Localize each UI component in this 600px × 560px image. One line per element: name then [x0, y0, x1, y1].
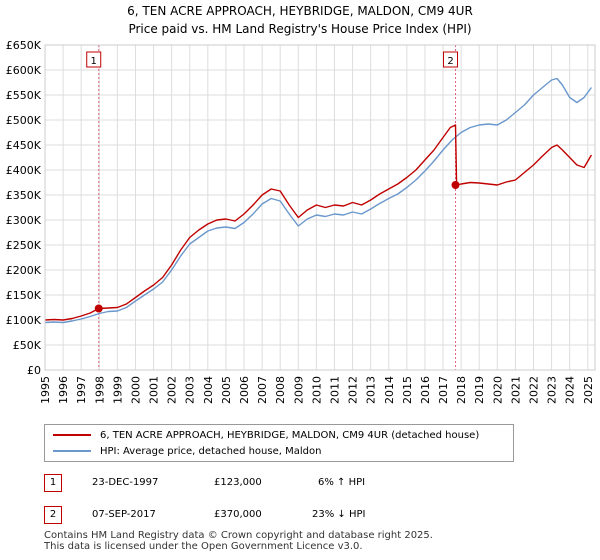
legend-item-property: 6, TEN ACRE APPROACH, HEYBRIDGE, MALDON,…	[53, 427, 479, 443]
transaction-date: 07-SEP-2017	[92, 509, 156, 520]
price-chart: £0 £50K £100K £150K £200K £250K £300K £350K £400…	[6, 39, 596, 404]
x-tick-label: 1995	[39, 376, 52, 404]
plot-area-border	[44, 44, 596, 371]
hpi-line	[44, 77, 592, 324]
x-tick-label: 2008	[274, 376, 287, 404]
transaction-number: 2	[44, 506, 62, 524]
y-tick-label: £400K	[6, 164, 42, 177]
x-tick-label: 2016	[419, 376, 432, 404]
y-tick-label: £600K	[6, 64, 42, 77]
chart-title-line1: 6, TEN ACRE APPROACH, HEYBRIDGE, MALDON,…	[127, 4, 473, 18]
x-tick-label: 2017	[437, 376, 450, 404]
y-tick-label: £300K	[6, 214, 42, 227]
grid	[44, 44, 595, 371]
y-tick-label: £0	[27, 364, 41, 377]
x-tick-label: 2025	[582, 376, 595, 404]
transaction-price: £123,000	[214, 477, 262, 488]
transaction-hpi-change: 6% ↑ HPI	[318, 477, 366, 488]
transaction-lines	[98, 45, 457, 370]
y-tick-label: £150K	[6, 289, 42, 302]
x-tick-label: 2024	[564, 376, 577, 404]
y-tick-label: £550K	[6, 89, 42, 102]
x-tick-label: 1997	[75, 376, 88, 404]
x-tick-label: 2019	[473, 376, 486, 404]
x-tick-label: 2010	[310, 376, 323, 404]
x-tick-label: 2006	[238, 376, 251, 404]
x-tick-label: 2023	[546, 376, 559, 404]
transaction-date: 23-DEC-1997	[92, 477, 159, 488]
footer: Contains HM Land Registry data © Crown c…	[44, 530, 433, 552]
transaction-price: £370,000	[214, 509, 262, 520]
y-tick-label: £200K	[6, 264, 42, 277]
x-tick-label: 2004	[202, 376, 215, 404]
footer-copyright: Contains HM Land Registry data © Crown c…	[44, 530, 433, 541]
x-tick-label: 1999	[111, 376, 124, 404]
chart-title-line2: Price paid vs. HM Land Registry's House …	[128, 22, 472, 36]
y-tick-label: £250K	[6, 239, 42, 252]
legend-label-property: 6, TEN ACRE APPROACH, HEYBRIDGE, MALDON,…	[100, 429, 480, 441]
y-tick-label: £350K	[6, 189, 42, 202]
sale-point	[94, 304, 103, 313]
series	[44, 77, 593, 324]
legend-swatch-property	[53, 434, 91, 436]
x-tick-label: 1996	[57, 376, 70, 404]
legend: 6, TEN ACRE APPROACH, HEYBRIDGE, MALDON,…	[44, 424, 514, 462]
x-tick-label: 2002	[166, 376, 179, 404]
x-tick-label: 2021	[509, 376, 522, 404]
x-tick-label: 2009	[292, 376, 305, 404]
transaction-hpi-change: 23% ↓ HPI	[312, 509, 366, 520]
x-tick-label: 2003	[184, 376, 197, 404]
y-tick-label: £650K	[6, 39, 42, 52]
y-tick-label: £500K	[6, 114, 42, 127]
x-tick-label: 2022	[527, 376, 540, 404]
axes: £0 £50K £100K £150K £200K £250K £300K £350K £400…	[6, 39, 596, 404]
x-tick-label: 2015	[401, 376, 414, 404]
annotation-box	[86, 51, 102, 68]
x-tick-label: 2018	[455, 376, 468, 404]
x-tick-label: 2011	[328, 376, 341, 404]
footer-licence: This data is licensed under the Open Gov…	[44, 541, 363, 552]
y-tick-label: £100K	[6, 314, 42, 327]
annotation-label: 2	[447, 56, 453, 67]
x-tick-label: 2007	[256, 376, 269, 404]
x-tick-label: 2012	[347, 376, 360, 404]
x-tick-label: 2014	[383, 376, 396, 404]
property-price-line	[44, 124, 593, 321]
x-tick-label: 2020	[491, 376, 504, 404]
legend-label-hpi: HPI: Average price, detached house, Mald…	[100, 445, 322, 457]
y-tick-label: £50K	[13, 339, 42, 352]
x-tick-label: 1998	[93, 376, 106, 404]
x-tick-label: 2001	[148, 376, 161, 404]
annotation-box	[443, 51, 459, 68]
legend-swatch-hpi	[53, 450, 91, 452]
y-tick-label: £450K	[6, 139, 42, 152]
sale-point	[451, 181, 460, 189]
x-tick-label: 2013	[365, 376, 378, 404]
transaction-number: 1	[44, 474, 62, 492]
annotation-label: 1	[91, 56, 97, 67]
legend-item-hpi: HPI: Average price, detached house, Mald…	[53, 443, 321, 459]
x-tick-label: 2000	[129, 376, 142, 404]
x-tick-label: 2005	[220, 376, 233, 404]
